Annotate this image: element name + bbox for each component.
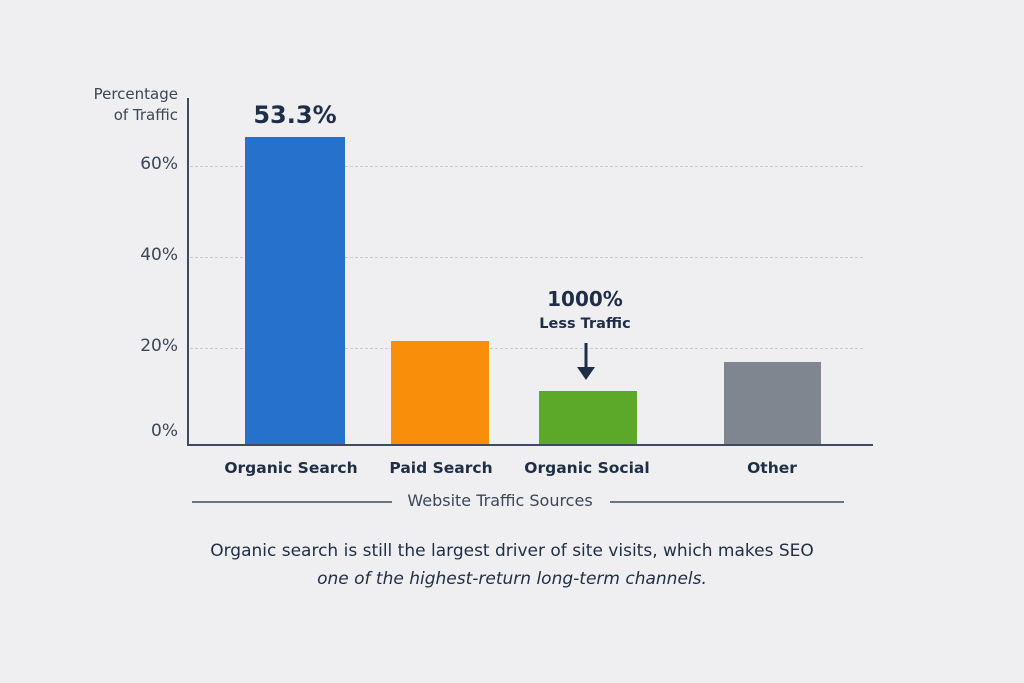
y-axis-title: Percentage of Traffic	[60, 84, 178, 126]
gridline-20	[190, 348, 863, 349]
y-axis-line	[187, 98, 189, 446]
value-label-organic-search: 53.3%	[253, 101, 337, 129]
bar-organic-social	[539, 391, 637, 445]
bar-paid-search	[391, 341, 489, 445]
x-axis-line	[187, 444, 873, 446]
x-label-organic-search: Organic Search	[224, 459, 358, 477]
caption-line1: Organic search is still the largest driv…	[210, 541, 814, 561]
x-axis-title: Website Traffic Sources	[407, 491, 593, 510]
y-axis-title-line2: of Traffic	[113, 106, 178, 124]
gridline-40	[190, 257, 863, 258]
caption-line2: one of the highest-return long-term chan…	[317, 569, 707, 589]
y-axis-title-line1: Percentage	[93, 85, 178, 103]
y-tick-60: 60%	[140, 154, 178, 174]
x-label-paid-search: Paid Search	[389, 459, 493, 477]
x-label-other: Other	[747, 459, 797, 477]
annotation-text: Less Traffic	[539, 316, 631, 332]
bar-organic-search	[245, 137, 345, 445]
arrow-down-icon	[577, 343, 595, 380]
y-tick-20: 20%	[140, 336, 178, 356]
x-title-rule-left	[192, 501, 392, 503]
x-title-rule-right	[610, 501, 844, 503]
bar-other	[724, 362, 821, 445]
gridline-60	[190, 166, 863, 167]
y-tick-40: 40%	[140, 245, 178, 265]
x-label-organic-social: Organic Social	[524, 459, 650, 477]
y-tick-0: 0%	[151, 421, 178, 441]
annotation-value: 1000%	[547, 287, 623, 311]
